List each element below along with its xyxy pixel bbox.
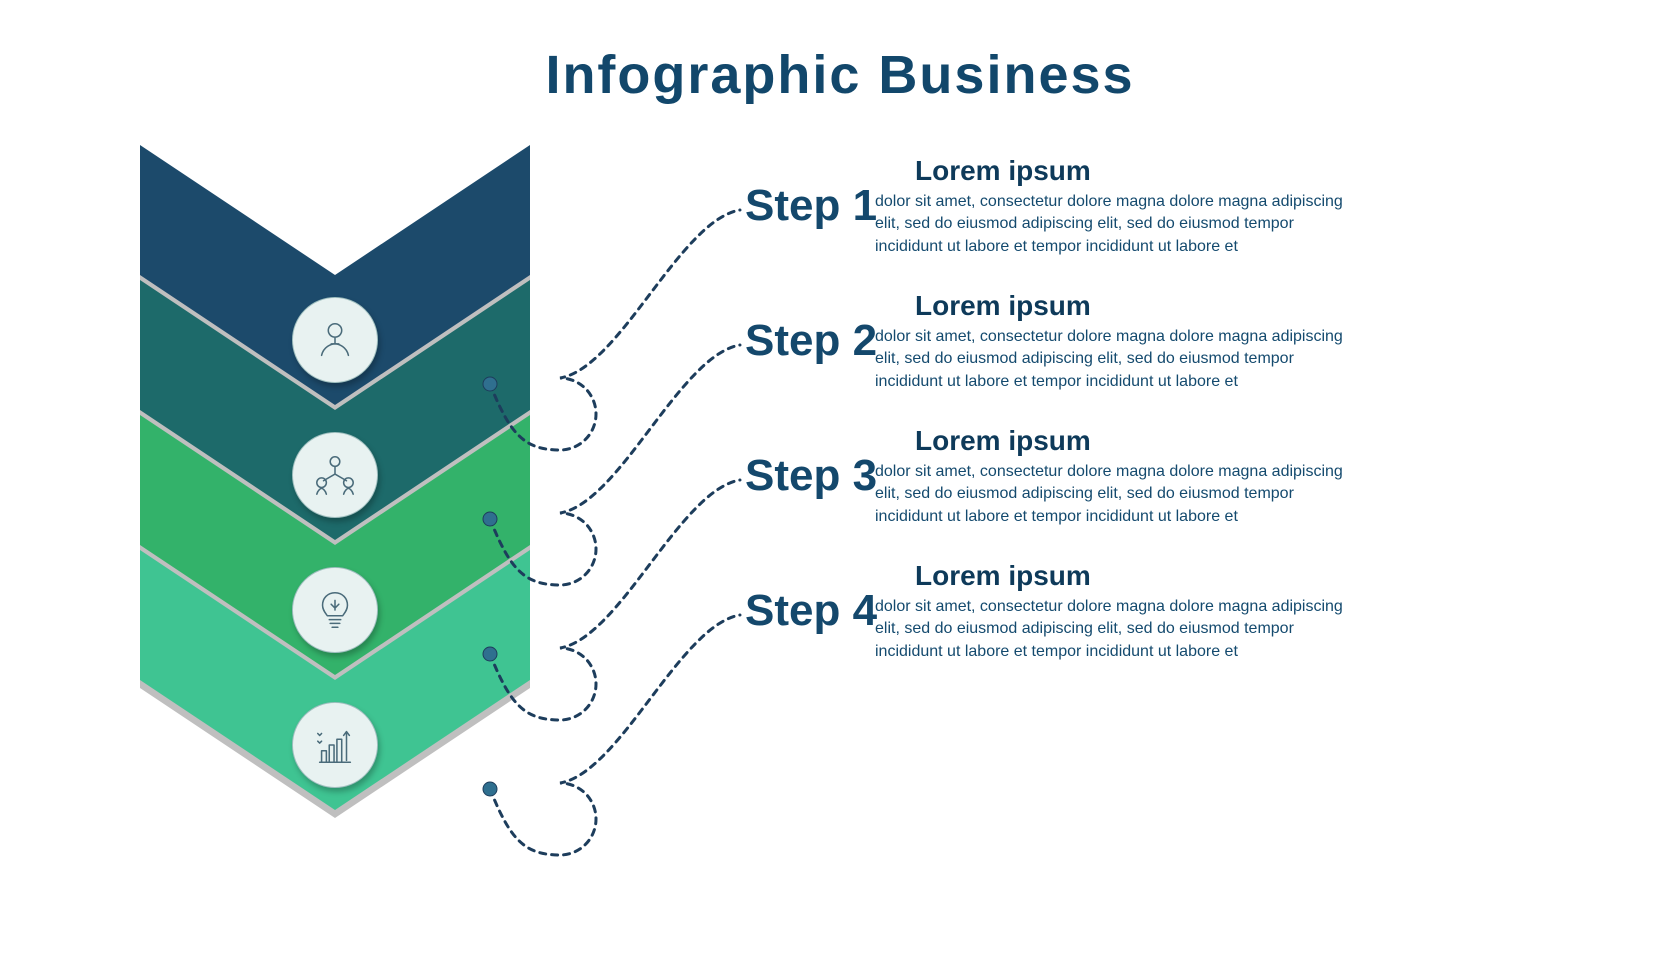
step-body-4: dolor sit amet, consectetur dolore magna… [875,596,1365,663]
step-heading-1: Lorem ipsum [915,155,1091,187]
team-icon [292,432,378,518]
step-body-1: dolor sit amet, consectetur dolore magna… [875,191,1365,258]
person-icon [292,297,378,383]
step-label-1: Step 1 [745,181,877,231]
step-label-3: Step 3 [745,451,877,501]
infographic-stage: Infographic Business Step 1Lorem ipsumdo… [0,0,1680,980]
step-label-4: Step 4 [745,586,877,636]
step-body-2: dolor sit amet, consectetur dolore magna… [875,326,1365,393]
chart-icon [292,702,378,788]
step-heading-3: Lorem ipsum [915,425,1091,457]
step-heading-4: Lorem ipsum [915,560,1091,592]
step-body-3: dolor sit amet, consectetur dolore magna… [875,461,1365,528]
step-label-2: Step 2 [745,316,877,366]
bulb-icon [292,567,378,653]
step-heading-2: Lorem ipsum [915,290,1091,322]
overlay-layer: Step 1 Lorem ipsum dolor sit amet, consect… [0,0,1680,980]
